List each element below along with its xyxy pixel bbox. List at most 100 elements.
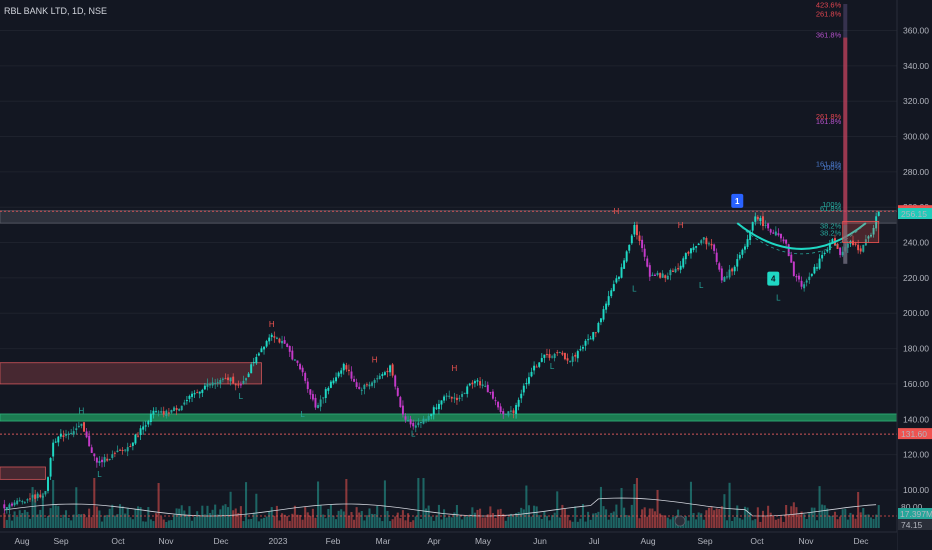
candle-body [59, 433, 62, 437]
volume-bar [136, 506, 140, 528]
volume-bar [759, 521, 762, 528]
volume-bar [558, 517, 561, 528]
price-tick-label: 360.00 [903, 26, 929, 36]
price-axis[interactable]: 360.00340.00320.00300.00280.00260.00240.… [896, 0, 932, 550]
candle-body [579, 349, 582, 351]
candle-body [491, 391, 494, 399]
volume-bar [545, 515, 548, 528]
candle-body [34, 494, 37, 499]
volume-bar [569, 520, 572, 528]
fib-label: 100% [822, 163, 842, 172]
time-tick-label: Jul [589, 536, 600, 546]
volume-bar [275, 505, 278, 528]
volume-bar [633, 484, 636, 528]
candle-body [157, 411, 160, 413]
volume-bar [491, 513, 494, 528]
candle-body [77, 425, 80, 427]
candle-body [101, 459, 103, 463]
time-axis[interactable]: Aug Sep Oct Nov Dec 2023 Feb Mar Apr May Jun Jul Aug… [0, 515, 897, 550]
volume-bar [790, 506, 793, 528]
volume-bar [67, 517, 70, 528]
tv-logo-icon [674, 515, 686, 527]
volume-bar [728, 482, 731, 528]
volume-bar [100, 521, 104, 528]
candle-body [65, 434, 67, 436]
volume-bar [504, 520, 507, 528]
candle-body [800, 280, 803, 287]
candle-body [201, 389, 204, 393]
volume-bar [430, 516, 433, 528]
fib-label: 423.6% [816, 1, 842, 10]
volume-bar [507, 516, 510, 528]
volume-bar [854, 518, 857, 528]
wave-badge-label: 1 [735, 197, 740, 206]
candle-body [124, 449, 127, 451]
candle-body [458, 397, 461, 399]
volume-bar [648, 508, 651, 528]
candle-body [160, 411, 163, 413]
volume-bar [700, 513, 703, 528]
volume-bar [777, 518, 780, 528]
volume-bar [358, 512, 361, 528]
candle-body [113, 452, 116, 454]
candle-body [152, 410, 155, 415]
candle-body [489, 392, 492, 394]
candle-body [260, 348, 263, 353]
volume-bar [453, 512, 456, 528]
volume-bar [324, 518, 327, 528]
price-tag [898, 428, 932, 440]
volume-bar [175, 508, 178, 528]
volume-bar [193, 516, 196, 528]
volume-bar [165, 521, 168, 528]
volume-bar [689, 481, 692, 528]
volume-bar [347, 515, 350, 528]
pattern-overlay: 423.6%261.8%361.8%261.8%161.8%161.8%100%… [731, 1, 880, 286]
candle-body [278, 338, 281, 343]
volume-bar [62, 514, 65, 528]
volume-bar [227, 507, 230, 528]
candle-body [350, 371, 353, 379]
time-tick-label: May [475, 536, 492, 546]
candle-body [450, 396, 453, 399]
volume-bar [736, 505, 739, 528]
candle-body [463, 392, 466, 394]
candle-body [659, 273, 662, 278]
price-tick-label: 140.00 [903, 414, 929, 424]
volume-bar [401, 510, 404, 528]
candle-body [705, 237, 708, 245]
volume-bar [72, 514, 75, 528]
volume-bar [792, 502, 795, 528]
fib-label: 261.8% [816, 112, 842, 121]
volume-bar [651, 508, 654, 528]
volume-bar [288, 520, 291, 528]
candle-body [633, 224, 636, 235]
candle-body [481, 384, 484, 386]
volume-bar [435, 515, 438, 528]
pivot-label: H [613, 207, 619, 216]
candle-body [283, 340, 286, 344]
volume-bar [41, 492, 44, 528]
volume-bar [162, 519, 165, 528]
candle-body [435, 407, 438, 409]
volume-bar [350, 511, 353, 528]
volume-bar [867, 514, 870, 528]
volume-bar [617, 517, 620, 528]
time-tick-label: Nov [798, 536, 814, 546]
candle-body [440, 400, 443, 405]
candle-body [836, 243, 839, 249]
volume-bar [525, 485, 528, 528]
candle-body [494, 400, 497, 402]
pivot-label: H [79, 407, 85, 416]
candle-body [67, 433, 70, 435]
candle-body [571, 356, 574, 362]
candle-body [461, 394, 464, 397]
volume-bar [877, 505, 880, 528]
volume-bar [872, 518, 875, 528]
volume-bar [571, 521, 574, 528]
candle-body [263, 346, 266, 350]
candle-body [484, 385, 487, 387]
candle-body [466, 386, 469, 394]
candle-body [44, 491, 47, 495]
